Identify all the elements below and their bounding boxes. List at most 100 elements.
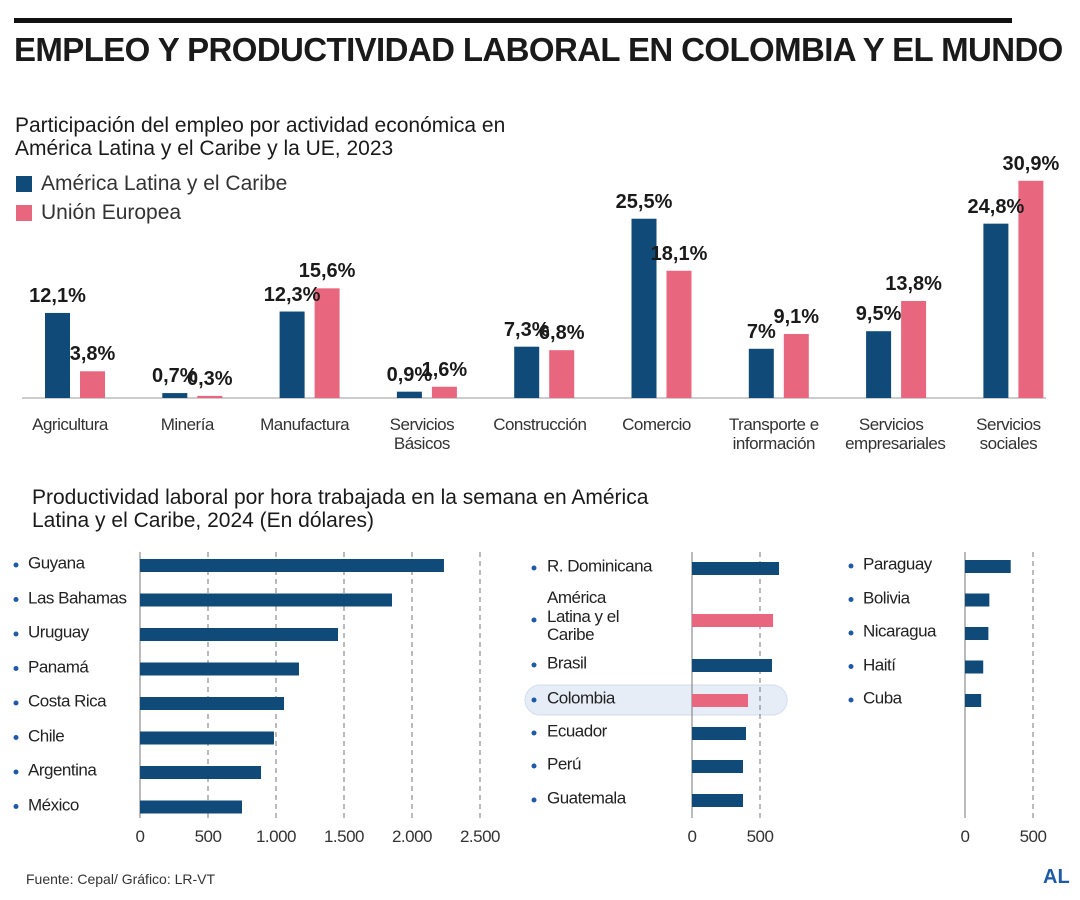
y-tick-label: R. Dominicana xyxy=(547,556,653,576)
value-label: 7,3% xyxy=(503,318,550,341)
bar xyxy=(549,350,575,398)
y-tick-label: México xyxy=(28,795,79,815)
bar xyxy=(965,627,989,640)
bar xyxy=(983,223,1009,398)
bar xyxy=(140,766,262,779)
x-tick-label: Servicios sociales xyxy=(976,415,1041,453)
bar xyxy=(783,334,809,398)
bar xyxy=(140,800,242,814)
value-label: 25,5% xyxy=(615,190,673,213)
bullet xyxy=(848,697,854,703)
bar xyxy=(140,593,393,607)
value-label: 3,8% xyxy=(69,343,116,366)
bar xyxy=(866,331,892,398)
bullet xyxy=(13,700,19,706)
bullet xyxy=(848,664,854,669)
y-tick-label: Ecuador xyxy=(547,721,607,741)
bar xyxy=(140,731,274,745)
bullet xyxy=(13,631,19,637)
x-tick-label: 0 xyxy=(960,827,970,846)
legend-label: Unión Europea xyxy=(41,201,182,224)
x-tick-label: 2.000 xyxy=(391,827,433,846)
bar xyxy=(140,559,444,572)
bar xyxy=(140,628,339,641)
value-label: 0,3% xyxy=(187,367,233,390)
value-label: 15,6% xyxy=(298,260,356,283)
bar xyxy=(314,288,340,398)
bullet xyxy=(848,563,854,569)
bar xyxy=(45,312,70,398)
y-tick-label: Bolivia xyxy=(863,588,910,608)
bullet xyxy=(13,562,19,568)
bullet xyxy=(531,565,537,571)
x-tick-label: Servicios empresariales xyxy=(845,415,946,453)
bullet xyxy=(531,763,537,769)
bullet xyxy=(531,662,537,668)
value-label: 12,3% xyxy=(263,283,321,306)
x-tick-label: 1.000 xyxy=(255,827,297,846)
bar xyxy=(140,662,299,676)
value-label: 0,7% xyxy=(152,365,198,388)
x-tick-label: 500 xyxy=(746,827,774,846)
legend-swatch xyxy=(16,205,32,221)
y-tick-label: Argentina xyxy=(28,760,97,780)
legend-label: América Latina y el Caribe xyxy=(41,172,288,195)
bar xyxy=(1018,180,1044,398)
value-label: 9,5% xyxy=(855,303,902,326)
y-tick-label: Uruguay xyxy=(28,622,89,642)
bar xyxy=(692,727,746,740)
bar xyxy=(279,311,305,398)
chart-title: Productividad laboral por hora trabajada… xyxy=(32,486,649,533)
bar xyxy=(692,794,743,807)
bullet xyxy=(13,666,19,671)
bar xyxy=(396,391,422,398)
bullet xyxy=(13,735,19,740)
bar xyxy=(748,348,774,398)
bar xyxy=(965,560,1011,573)
x-tick-label: Servicios Básicos xyxy=(389,415,455,453)
chart-title: Participación del empleo por actividad e… xyxy=(15,114,506,161)
bar xyxy=(140,697,285,710)
bullet xyxy=(531,697,537,703)
y-tick-label: Paraguay xyxy=(863,554,932,574)
title-rule xyxy=(14,18,1012,23)
y-tick-label: Guatemala xyxy=(547,788,626,808)
y-tick-label: Colombia xyxy=(547,688,615,708)
y-tick-label: Nicaragua xyxy=(863,621,937,641)
bar xyxy=(692,614,774,627)
bar xyxy=(692,694,749,707)
value-label: 12,1% xyxy=(29,284,86,307)
bar xyxy=(692,659,772,672)
logo: AL xyxy=(1043,866,1070,888)
value-label: 13,8% xyxy=(885,272,942,295)
bullet xyxy=(848,630,854,636)
x-tick-label: 1.500 xyxy=(323,827,365,846)
bar xyxy=(692,760,743,773)
page-title: EMPLEO Y PRODUCTIVIDAD LABORAL EN COLOMB… xyxy=(14,31,1063,68)
bullet xyxy=(531,730,537,736)
y-tick-label: Haití xyxy=(863,655,896,675)
value-label: 7% xyxy=(746,320,776,343)
value-label: 0,9% xyxy=(386,363,433,386)
value-label: 24,8% xyxy=(967,195,1025,218)
y-tick-label: Chile xyxy=(28,726,65,746)
x-tick-label: 0 xyxy=(687,827,697,846)
y-tick-label: Guyana xyxy=(28,553,85,573)
y-tick-label: Perú xyxy=(547,754,581,774)
x-tick-label: 2.500 xyxy=(459,827,501,846)
bar xyxy=(692,562,780,575)
source: Fuente: Cepal/ Gráfico: LR-VT xyxy=(26,871,216,887)
value-label: 18,1% xyxy=(650,242,708,265)
bar xyxy=(965,593,990,607)
highlight-row xyxy=(524,684,788,716)
x-tick-label: 500 xyxy=(194,827,222,846)
bullet xyxy=(531,797,537,803)
y-tick-label: América Latina y el Caribe xyxy=(547,588,620,645)
y-tick-label: Cuba xyxy=(863,688,902,708)
bar xyxy=(631,218,657,398)
y-tick-label: Panamá xyxy=(28,657,89,677)
y-tick-label: Brasil xyxy=(547,653,587,673)
x-tick-label: 500 xyxy=(1019,827,1047,846)
